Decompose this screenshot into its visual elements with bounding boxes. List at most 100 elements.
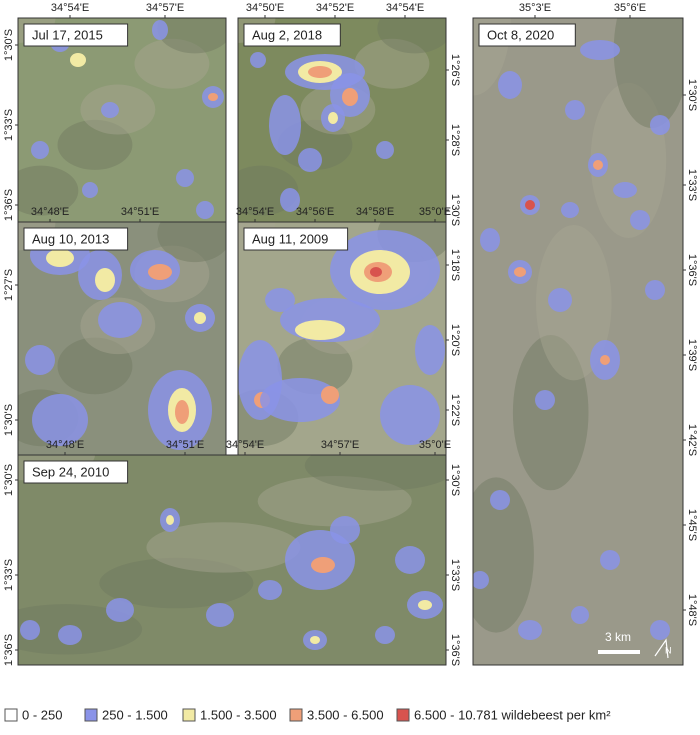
density-patch [311, 557, 335, 573]
top-tick-label: 34°54'E [226, 439, 264, 451]
density-patch [20, 620, 40, 640]
top-tick-label: 34°48'E [31, 206, 69, 218]
density-patch [166, 515, 174, 525]
date-label: Aug 11, 2009 [252, 231, 328, 246]
top-tick-label: 34°54'E [236, 206, 274, 218]
density-patch [196, 201, 214, 219]
density-patch [600, 355, 610, 365]
density-patch [176, 169, 194, 187]
terrain-patch [157, 222, 226, 263]
left-tick-label: 1°36'S [3, 634, 15, 666]
terrain-patch [146, 522, 301, 573]
top-tick-label: 34°50'E [246, 2, 284, 14]
right-tick-label: 1°45'S [686, 509, 698, 541]
terrain-patch [512, 335, 589, 491]
right-tick-label: 1°39'S [686, 339, 698, 371]
right-tick-label: 1°30'S [449, 464, 461, 496]
density-patch [328, 112, 338, 124]
density-patch [490, 490, 510, 510]
north-arrow [654, 638, 669, 659]
map-content [473, 18, 683, 665]
density-patch [308, 66, 332, 78]
density-patch [32, 394, 88, 446]
density-patch [342, 88, 358, 106]
density-patch [148, 264, 172, 280]
density-patch [580, 40, 620, 60]
density-patch [321, 386, 339, 404]
density-patch [498, 71, 522, 99]
top-tick-label: 34°51'E [166, 439, 204, 451]
scale-bar [598, 650, 640, 654]
density-patch [70, 53, 86, 67]
map-content [238, 222, 446, 458]
top-tick-label: 34°57'E [146, 2, 184, 14]
density-patch [525, 200, 535, 210]
density-patch [650, 115, 670, 135]
density-patch [650, 620, 670, 640]
right-tick-label: 1°26'S [449, 54, 461, 86]
density-patch [95, 268, 115, 292]
right-tick-label: 1°18'S [449, 249, 461, 281]
date-box [478, 23, 576, 47]
date-box [23, 460, 129, 484]
map-panel: Aug 2, 2018 34°50'E 34°52'E 34°54'E 1°26'S 1°… [237, 2, 461, 227]
density-patch [370, 267, 382, 277]
date-label: Oct 8, 2020 [487, 27, 554, 42]
legend-swatch [289, 708, 303, 722]
left-tick-label: 1°36'S [3, 189, 15, 221]
terrain-patch [536, 225, 612, 381]
terrain-patch [473, 477, 534, 633]
legend-label: 250 - 1.500 [102, 707, 168, 722]
date-box [23, 227, 129, 251]
right-tick-label: 1°30'S [449, 194, 461, 226]
right-tick-label: 1°20'S [449, 324, 461, 356]
density-patch [593, 160, 603, 170]
density-patch [31, 141, 49, 159]
terrain-patch [134, 38, 210, 89]
density-patch [269, 95, 301, 155]
density-patch [260, 378, 340, 422]
top-tick-label: 35°3'E [519, 2, 551, 14]
right-tick-label: 1°30'S [686, 79, 698, 111]
terrain-patch [99, 557, 254, 609]
legend-swatch [84, 708, 98, 722]
top-tick-label: 34°54'E [386, 2, 424, 14]
top-tick-label: 34°48'E [46, 439, 84, 451]
density-patch [58, 625, 82, 645]
density-patch [250, 52, 266, 68]
top-tick-label: 34°56'E [296, 206, 334, 218]
density-patch [561, 202, 579, 218]
date-label: Sep 24, 2010 [32, 464, 109, 479]
left-tick-label: 1°30'S [3, 29, 15, 61]
density-patch [295, 320, 345, 340]
right-tick-label: 1°36'S [449, 634, 461, 666]
panel-border [472, 17, 684, 666]
right-tick-label: 1°28'S [449, 124, 461, 156]
density-patch [565, 100, 585, 120]
satellite-background [18, 455, 446, 665]
legend-label: 3.500 - 6.500 [307, 707, 384, 722]
top-tick-label: 35°0'E [419, 439, 451, 451]
left-tick-label: 1°33'S [3, 109, 15, 141]
density-patch [330, 516, 360, 544]
density-patch [613, 182, 637, 198]
terrain-patch [590, 82, 667, 238]
density-patch [518, 620, 542, 640]
legend-swatch [182, 708, 196, 722]
terrain-patch [57, 119, 133, 170]
density-patch [571, 606, 589, 624]
panel-border [17, 454, 447, 666]
terrain-patch [18, 165, 79, 216]
top-tick-label: 34°57'E [321, 439, 359, 451]
density-patch [600, 550, 620, 570]
density-patch [535, 390, 555, 410]
terrain-patch [57, 337, 133, 395]
map-panel: Oct 8, 2020 35°3'E 35°6'E 1°30'S 1°33'S 1°36'… [472, 2, 698, 666]
density-patch [548, 288, 572, 312]
right-tick-label: 1°33'S [449, 559, 461, 591]
terrain-patch [613, 18, 683, 128]
terrain-patch [304, 455, 446, 491]
right-tick-label: 1°42'S [686, 424, 698, 456]
